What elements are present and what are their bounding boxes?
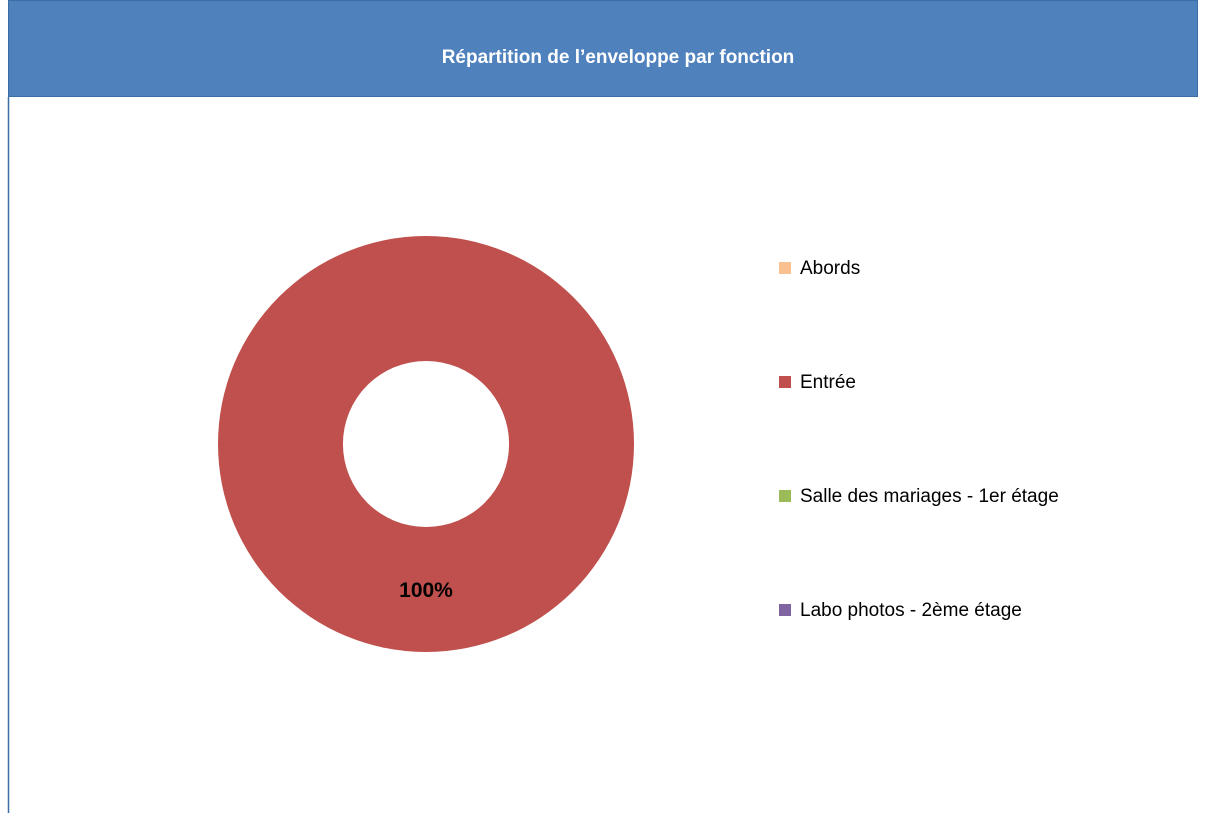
legend-label: Entrée (800, 372, 856, 393)
legend-swatch (779, 262, 791, 274)
legend-swatch (779, 376, 791, 388)
legend-label: Labo photos - 2ème étage (800, 600, 1022, 621)
header-bar (8, 0, 1198, 97)
legend-swatch (779, 604, 791, 616)
legend-label: Salle des mariages - 1er étage (800, 486, 1059, 507)
donut-segment (218, 236, 634, 652)
legend-label: Abords (800, 258, 860, 279)
chart-title: Répartition de l’enveloppe par fonction (442, 47, 795, 68)
data-label: 100% (399, 579, 453, 602)
legend-swatch (779, 490, 791, 502)
